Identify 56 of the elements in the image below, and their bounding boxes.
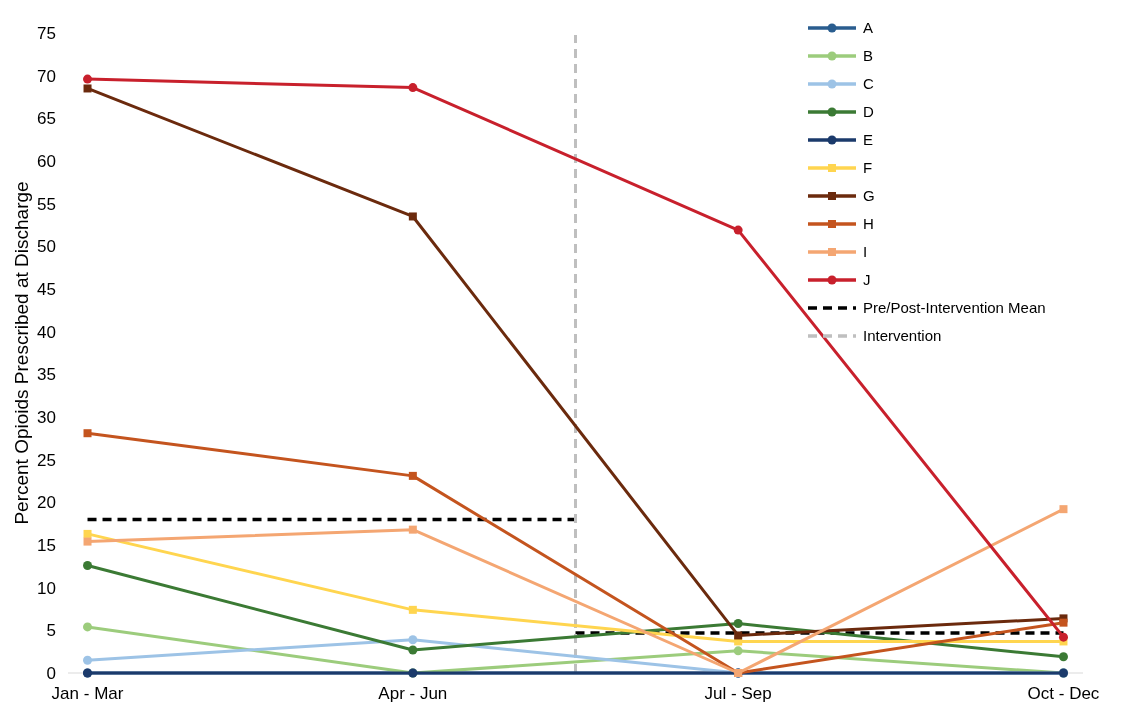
point xyxy=(408,471,417,480)
point xyxy=(408,645,418,655)
y-tick-label: 40 xyxy=(37,322,56,342)
y-tick-label: 55 xyxy=(37,194,56,214)
x-tick-label: Jan - Mar xyxy=(51,684,124,703)
point xyxy=(408,212,417,221)
point xyxy=(83,537,92,546)
y-tick-label: 15 xyxy=(37,535,56,555)
point xyxy=(733,619,743,629)
x-tick-label: Apr - Jun xyxy=(378,684,448,703)
point xyxy=(83,429,92,438)
point xyxy=(1058,652,1068,662)
point xyxy=(1059,505,1068,514)
y-tick-label: 60 xyxy=(37,151,56,171)
point xyxy=(408,525,417,534)
point xyxy=(83,74,93,84)
legend-label: C xyxy=(863,75,874,93)
y-tick-label: 45 xyxy=(37,279,56,299)
y-tick-label: 35 xyxy=(37,365,56,385)
point xyxy=(733,646,743,656)
point xyxy=(408,635,418,645)
point xyxy=(83,529,92,538)
legend-label: I xyxy=(863,243,868,261)
legend-label: A xyxy=(863,19,874,37)
text: Intervention xyxy=(863,327,942,345)
point xyxy=(83,84,92,93)
point xyxy=(1058,632,1068,642)
y-tick-label: 20 xyxy=(37,493,56,513)
x-tick-label: Jul - Sep xyxy=(704,684,772,703)
point xyxy=(733,225,743,235)
y-tick-label: 5 xyxy=(46,621,56,641)
legend-label: G xyxy=(863,187,875,205)
point xyxy=(408,605,417,614)
y-tick-label: 65 xyxy=(37,109,56,129)
point xyxy=(83,622,93,632)
legend-label: Pre/Post-Intervention Mean xyxy=(863,299,1046,317)
legend-label: F xyxy=(863,159,873,177)
legend-label: E xyxy=(863,131,874,149)
y-tick-label: 75 xyxy=(37,23,56,43)
y-tick-label: 50 xyxy=(37,237,56,257)
legend-label: H xyxy=(863,215,874,233)
point xyxy=(1059,618,1068,627)
y-tick-label: 30 xyxy=(37,407,56,427)
y-axis-title: Percent Opioids Prescribed at Discharge xyxy=(11,181,32,525)
y-tick-label: 25 xyxy=(37,450,56,470)
legend-label: D xyxy=(863,103,874,121)
x-tick-label: Oct - Dec xyxy=(1027,684,1100,703)
legend-label: B xyxy=(863,47,874,65)
legend-label: J xyxy=(863,271,871,289)
y-tick-label: 70 xyxy=(37,66,56,86)
point xyxy=(83,560,93,570)
y-tick-label: 0 xyxy=(46,663,56,683)
y-tick-label: 10 xyxy=(37,578,56,598)
point xyxy=(734,631,743,640)
point xyxy=(408,83,418,93)
point xyxy=(83,655,93,665)
